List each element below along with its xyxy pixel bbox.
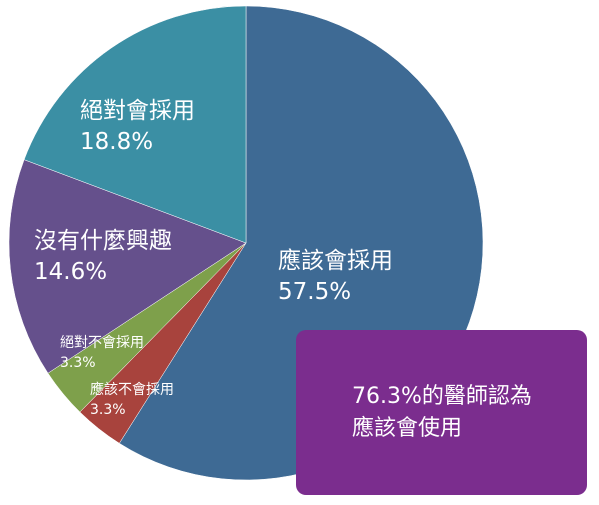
summary-callout: 76.3%的醫師認為 應該會使用 xyxy=(296,330,587,495)
slice-value-1: 57.5% xyxy=(278,279,351,305)
slice-value-5: 18.8% xyxy=(80,129,153,155)
callout-line-2: 應該會使用 xyxy=(352,415,463,441)
slice-value-3: 3.3% xyxy=(60,355,96,371)
slice-label-5: 絕對會採用 xyxy=(80,98,195,124)
slice-label-2: 應該不會採用 xyxy=(90,381,174,398)
slice-label-4: 沒有什麼興趣 xyxy=(34,228,172,254)
slice-label-1: 應該會採用 xyxy=(278,248,393,274)
callout-line-1: 76.3%的醫師認為 xyxy=(352,383,532,409)
pie-slice-4 xyxy=(8,159,247,374)
slice-label-3: 絕對不會採用 xyxy=(60,335,144,351)
slice-value-4: 14.6% xyxy=(34,259,107,285)
slice-value-2: 3.3% xyxy=(90,402,126,418)
pie-slice-5 xyxy=(23,5,247,244)
